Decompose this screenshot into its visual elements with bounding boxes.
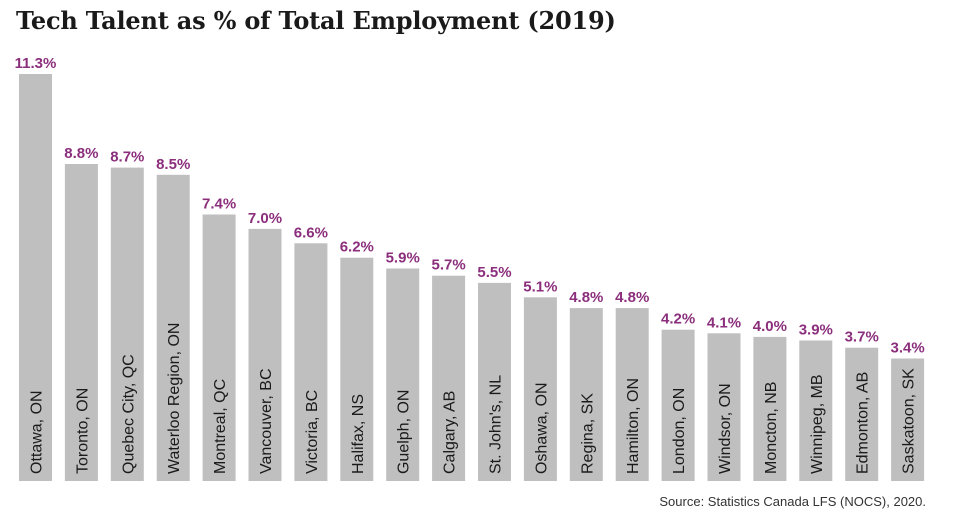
bar xyxy=(386,268,420,481)
bar xyxy=(340,257,374,481)
bar xyxy=(753,336,787,481)
chart-title: Tech Talent as % of Total Employment (20… xyxy=(16,6,616,35)
bar xyxy=(799,340,833,481)
bar xyxy=(110,167,144,481)
category-label: London, ON xyxy=(671,388,688,474)
value-label: 5.9% xyxy=(386,250,420,267)
bar xyxy=(64,164,98,481)
bar xyxy=(845,347,879,481)
category-label: Ottawa, ON xyxy=(29,390,46,474)
value-label: 4.8% xyxy=(615,289,649,306)
value-label: 5.7% xyxy=(431,257,465,274)
category-label: Moncton, NB xyxy=(763,382,780,474)
category-label: Halifax, NS xyxy=(350,394,367,474)
category-label: Hamilton, ON xyxy=(625,378,642,474)
category-label: Calgary, AB xyxy=(442,391,459,474)
value-label: 7.0% xyxy=(248,210,282,227)
value-label: 11.3% xyxy=(15,55,57,72)
category-label: Saskatoon, SK xyxy=(901,368,918,474)
value-label: 5.5% xyxy=(477,264,511,281)
value-label: 4.2% xyxy=(661,311,695,328)
bar xyxy=(523,297,557,481)
bar xyxy=(707,333,741,481)
category-label: Montreal, QC xyxy=(212,379,229,474)
bar xyxy=(891,358,925,481)
source-note: Source: Statistics Canada LFS (NOCS), 20… xyxy=(659,494,926,509)
bar xyxy=(569,308,603,481)
bar xyxy=(19,74,52,481)
category-label: Vancouver, BC xyxy=(258,368,275,474)
bar xyxy=(432,275,466,481)
category-label: Winnipeg, MB xyxy=(809,374,826,474)
category-label: Toronto, ON xyxy=(74,388,91,474)
bar xyxy=(202,214,236,481)
value-label: 3.9% xyxy=(799,322,833,339)
bar xyxy=(248,228,282,481)
value-label: 3.4% xyxy=(890,340,924,357)
category-label: Guelph, ON xyxy=(396,390,413,474)
value-label: 6.2% xyxy=(340,239,374,256)
value-label: 7.4% xyxy=(202,196,236,213)
category-label: Windsor, ON xyxy=(717,383,734,474)
category-label: St. John's, NL xyxy=(488,375,505,474)
category-label: Quebec City, QC xyxy=(120,354,137,474)
category-label: Victoria, BC xyxy=(304,390,321,474)
value-label: 8.7% xyxy=(110,149,144,166)
bar xyxy=(478,282,511,481)
value-label: 8.5% xyxy=(156,156,190,173)
bar xyxy=(615,308,649,481)
value-label: 3.7% xyxy=(845,329,879,346)
value-label: 8.8% xyxy=(64,145,98,162)
value-label: 4.0% xyxy=(753,318,787,335)
category-label: Edmonton, AB xyxy=(855,372,872,474)
value-label: 5.1% xyxy=(523,278,557,295)
category-label: Waterloo Region, ON xyxy=(166,323,183,474)
bar xyxy=(661,329,695,481)
value-label: 4.8% xyxy=(569,289,603,306)
category-label: Oshawa, ON xyxy=(533,382,550,474)
bar xyxy=(156,174,190,482)
value-label: 4.1% xyxy=(707,314,741,331)
value-label: 6.6% xyxy=(294,224,328,241)
category-label: Regina, SK xyxy=(579,393,596,474)
bar xyxy=(294,243,328,481)
